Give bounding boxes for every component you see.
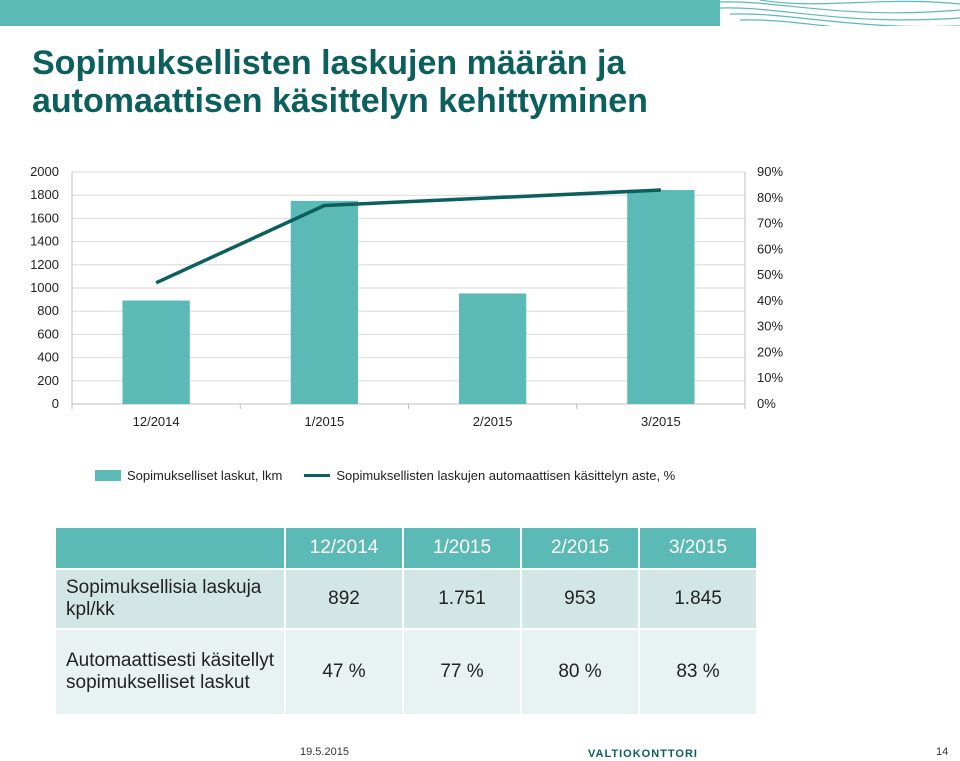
bar — [458, 293, 527, 404]
y-right-tick-label: 40% — [757, 293, 783, 308]
table-cell: 892 — [286, 570, 402, 628]
x-tick-label: 3/2015 — [641, 414, 681, 429]
bar — [122, 300, 190, 404]
y-left-tick-label: 1000 — [30, 280, 59, 295]
table-cell: 47 % — [286, 630, 402, 714]
table-cell: 77 % — [404, 630, 520, 714]
table-col-header: 2/2015 — [522, 528, 638, 568]
legend-item-line: Sopimuksellisten laskujen automaattisen … — [304, 468, 675, 483]
chart-legend: Sopimukselliset laskut, lkm Sopimukselli… — [95, 468, 697, 483]
table-cell: 1.751 — [404, 570, 520, 628]
line-series — [155, 188, 661, 285]
table-cell: 1.845 — [640, 570, 756, 628]
y-left-tick-label: 800 — [37, 303, 59, 318]
table-col-header: 1/2015 — [404, 528, 520, 568]
x-tick-label: 12/2014 — [133, 414, 180, 429]
x-tick-label: 2/2015 — [473, 414, 513, 429]
combo-chart: 0 200 400 600 800 1000 1200 1400 1600 1800 2000 0% 1… — [30, 164, 783, 429]
row-label: Automaattisesti käsitellyt sopimuksellis… — [56, 630, 284, 714]
y-left-tick-label: 1400 — [30, 234, 59, 249]
y-left-tick-label: 400 — [37, 350, 59, 365]
table-cell: 953 — [522, 570, 638, 628]
legend-label-line: Sopimuksellisten laskujen automaattisen … — [336, 468, 676, 483]
bar — [627, 189, 695, 404]
y-left-tick-label: 1200 — [30, 257, 59, 272]
y-right-tick-label: 30% — [757, 319, 783, 334]
y-right-tick-label: 0% — [757, 396, 776, 411]
table-corner-cell — [56, 528, 284, 568]
legend-swatch-line — [304, 474, 331, 477]
table-header-row: 12/2014 1/2015 2/2015 3/2015 — [56, 528, 756, 568]
y-left-tick-label: 0 — [52, 396, 59, 411]
table-col-header: 12/2014 — [286, 528, 402, 568]
y-right-tick-label: 80% — [757, 190, 783, 205]
bar — [290, 200, 359, 404]
summary-table: 12/2014 1/2015 2/2015 3/2015 Sopimuksell… — [54, 526, 758, 716]
table-row: Automaattisesti käsitellyt sopimuksellis… — [56, 630, 756, 714]
table-cell: 83 % — [640, 630, 756, 714]
table-row: Sopimuksellisia laskuja kpl/kk 892 1.751… — [56, 570, 756, 628]
y-left-tick-label: 600 — [37, 326, 59, 341]
y-right-tick-label: 60% — [757, 241, 783, 256]
y-left-tick-label: 1800 — [30, 187, 59, 202]
row-label: Sopimuksellisia laskuja kpl/kk — [56, 570, 284, 628]
page-number: 14 — [936, 746, 949, 758]
legend-swatch-bar — [95, 470, 121, 481]
header-band — [0, 0, 960, 26]
x-tick-label: 1/2015 — [304, 414, 344, 429]
y-right-tick-label: 90% — [757, 164, 783, 179]
y-left-tick-label: 1600 — [30, 210, 59, 225]
table-col-header: 3/2015 — [640, 528, 756, 568]
y-left-tick-label: 2000 — [30, 164, 59, 179]
legend-label-bars: Sopimukselliset laskut, lkm — [127, 468, 283, 483]
y-right-tick-label: 70% — [757, 216, 783, 231]
y-right-tick-label: 20% — [757, 344, 783, 359]
footer-logo: VALTIOKONTTORI — [588, 748, 698, 760]
table-cell: 80 % — [522, 630, 638, 714]
y-right-tick-label: 10% — [757, 370, 783, 385]
legend-item-bars: Sopimukselliset laskut, lkm — [95, 468, 282, 483]
footer-date: 19.5.2015 — [300, 746, 349, 758]
y-left-tick-label: 200 — [37, 373, 59, 388]
page-title: Sopimuksellisten laskujen määrän ja auto… — [32, 44, 648, 120]
y-right-tick-label: 50% — [757, 267, 783, 282]
